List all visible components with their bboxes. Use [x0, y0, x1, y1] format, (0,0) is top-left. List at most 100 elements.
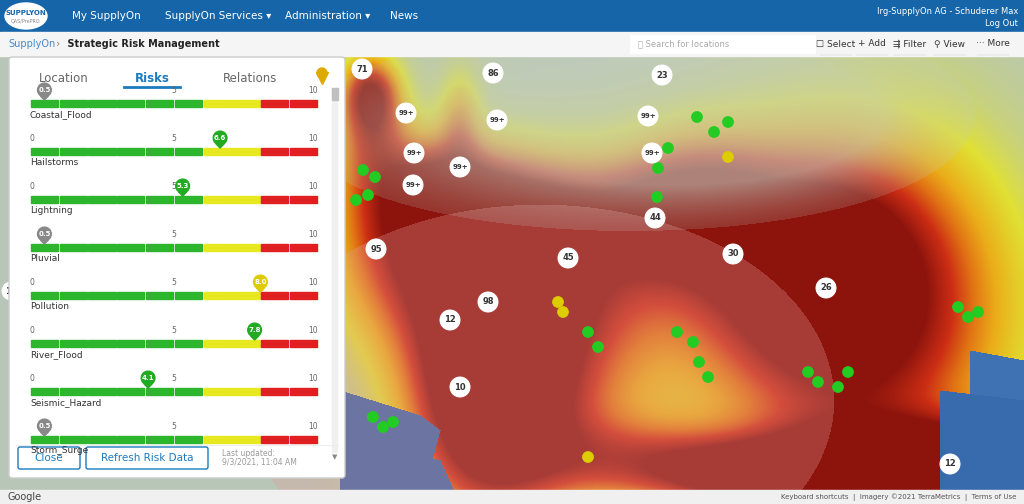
Polygon shape [40, 96, 48, 100]
Circle shape [483, 63, 503, 83]
Circle shape [38, 83, 51, 97]
Circle shape [709, 127, 720, 138]
Bar [88, 388, 116, 395]
Bar [146, 196, 173, 203]
Text: ⇶ Filter: ⇶ Filter [893, 39, 927, 48]
Bar [117, 292, 144, 299]
Bar [117, 436, 144, 443]
Circle shape [248, 323, 262, 337]
Text: 5: 5 [172, 278, 176, 287]
Bar [175, 196, 202, 203]
Bar [88, 292, 116, 299]
Text: 10: 10 [308, 374, 318, 383]
Circle shape [370, 171, 381, 182]
Circle shape [553, 296, 563, 307]
Text: 10: 10 [308, 326, 318, 335]
Circle shape [593, 342, 603, 352]
Bar [0, 490, 1024, 504]
Text: 5: 5 [172, 134, 176, 143]
Polygon shape [144, 384, 153, 388]
Circle shape [368, 411, 379, 422]
Circle shape [652, 162, 664, 173]
Text: 7.8: 7.8 [249, 327, 261, 333]
Bar [261, 436, 289, 443]
Bar [117, 196, 144, 203]
Bar [0, 32, 1024, 56]
Text: 5: 5 [172, 326, 176, 335]
Bar [31, 148, 58, 155]
Circle shape [317, 68, 327, 78]
Circle shape [723, 152, 733, 162]
Text: 0: 0 [30, 374, 35, 383]
Bar [175, 100, 202, 107]
Bar [31, 340, 58, 347]
Circle shape [812, 376, 823, 388]
Circle shape [440, 310, 460, 330]
Bar [88, 244, 116, 251]
Bar [232, 148, 260, 155]
Text: 5: 5 [172, 86, 176, 95]
Text: 8.0: 8.0 [254, 279, 266, 285]
Text: News: News [390, 11, 418, 21]
Bar [204, 244, 230, 251]
Bar [204, 100, 230, 107]
Bar [146, 388, 173, 395]
Bar [31, 100, 58, 107]
Text: 45: 45 [562, 254, 573, 263]
Text: 10: 10 [308, 230, 318, 239]
Circle shape [253, 275, 267, 289]
Text: SUPPLYON: SUPPLYON [5, 10, 46, 16]
Bar [261, 340, 289, 347]
Circle shape [176, 179, 189, 193]
Circle shape [478, 292, 498, 312]
Text: Strategic Risk Management: Strategic Risk Management [63, 39, 219, 49]
Bar [146, 244, 173, 251]
Text: 5: 5 [172, 230, 176, 239]
Bar [88, 148, 116, 155]
Bar [146, 100, 173, 107]
Text: 11: 11 [5, 286, 16, 295]
Text: Irg-SupplyOn AG - Schuderer Max: Irg-SupplyOn AG - Schuderer Max [877, 7, 1018, 16]
Text: 9/3/2021, 11:04 AM: 9/3/2021, 11:04 AM [222, 459, 297, 468]
Circle shape [973, 306, 983, 318]
Circle shape [362, 190, 374, 201]
Bar [59, 388, 87, 395]
Bar [31, 388, 58, 395]
Bar [0, 0, 1024, 32]
Bar [175, 436, 202, 443]
Circle shape [642, 143, 662, 163]
Bar [332, 88, 338, 453]
Text: 26: 26 [820, 283, 831, 292]
Text: 10: 10 [308, 134, 318, 143]
Text: 4.1: 4.1 [141, 375, 155, 381]
Circle shape [723, 244, 743, 264]
Bar [88, 100, 116, 107]
Text: + Add: + Add [858, 39, 886, 48]
Bar [261, 292, 289, 299]
Text: Last updated:: Last updated: [222, 449, 275, 458]
Circle shape [450, 377, 470, 397]
Bar [88, 196, 116, 203]
FancyBboxPatch shape [18, 447, 80, 469]
Text: SupplyOn: SupplyOn [8, 39, 55, 49]
Polygon shape [216, 144, 224, 148]
Circle shape [583, 327, 594, 338]
Bar [31, 196, 58, 203]
Text: 86: 86 [487, 69, 499, 78]
Bar [630, 35, 815, 53]
Bar [117, 148, 144, 155]
Circle shape [691, 111, 702, 122]
Text: ··· More: ··· More [976, 39, 1010, 48]
Text: 23: 23 [656, 71, 668, 80]
Bar [117, 340, 144, 347]
Polygon shape [251, 336, 259, 340]
Text: 10: 10 [308, 182, 318, 191]
Circle shape [378, 421, 388, 432]
Text: 71: 71 [356, 65, 368, 74]
Text: Coastal_Flood: Coastal_Flood [30, 110, 92, 119]
Circle shape [803, 366, 813, 377]
Bar [290, 244, 317, 251]
Circle shape [487, 110, 507, 130]
Bar [31, 244, 58, 251]
Circle shape [940, 454, 961, 474]
